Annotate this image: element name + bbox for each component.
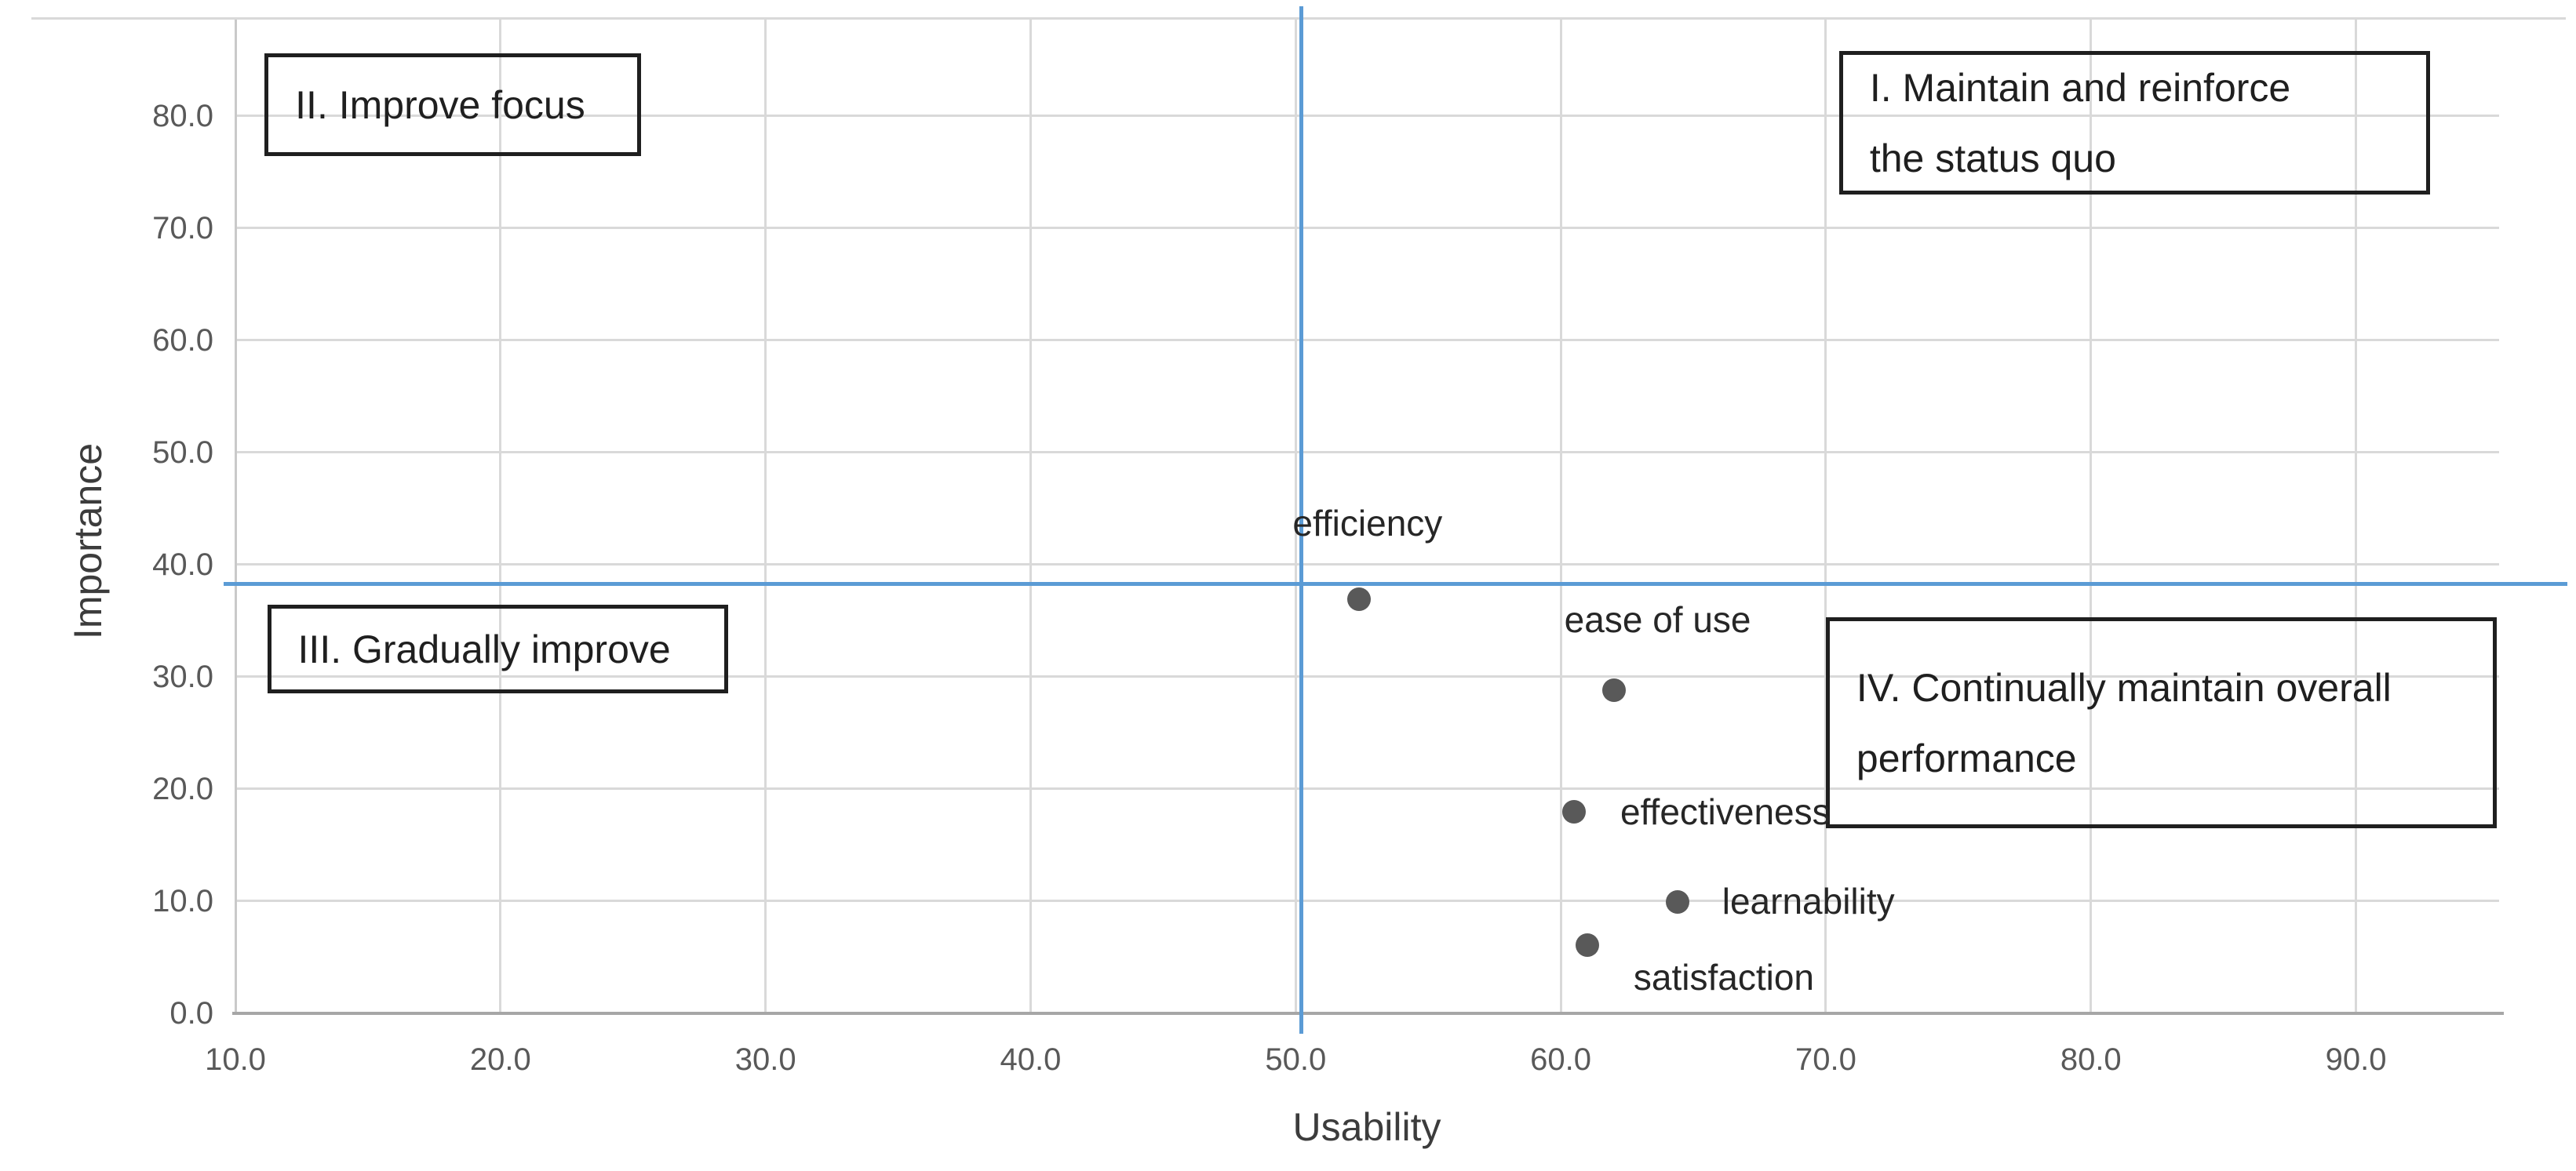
- x-gridline: [764, 20, 767, 1013]
- y-gridline: [235, 900, 2499, 903]
- x-tick-label: 90.0: [2325, 1042, 2387, 1077]
- x-gridline: [1029, 20, 1032, 1013]
- quadrant-box-ii: II. Improve focus: [264, 53, 641, 157]
- y-tick-label: 10.0: [152, 883, 213, 918]
- quadrant-box-i: I. Maintain and reinforce the status quo: [1838, 51, 2431, 195]
- x-tick-label: 80.0: [2060, 1042, 2122, 1077]
- quadrant-box-iii: III. Gradually improve: [267, 605, 729, 694]
- data-point-label: effectiveness: [1620, 791, 1831, 832]
- quadrant-box-label: IV. Continually maintain overall: [1856, 665, 2392, 710]
- x-tick-label: 20.0: [469, 1042, 531, 1077]
- data-point: [1562, 799, 1586, 824]
- quadrant-box-label: the status quo: [1869, 136, 2116, 180]
- x-gridline: [1559, 20, 1562, 1013]
- y-gridline: [235, 339, 2499, 342]
- y-gridline: [235, 787, 2499, 791]
- quadrant-box-label: performance: [1856, 736, 2077, 780]
- y-tick-label: 20.0: [152, 771, 213, 806]
- y-tick-label: 60.0: [152, 322, 213, 358]
- data-point-label: efficiency: [1292, 503, 1443, 544]
- x-gridline: [2090, 20, 2093, 1013]
- y-tick-label: 0.0: [169, 996, 213, 1031]
- crosshair-horizontal-line: [224, 581, 2567, 586]
- data-point-label: satisfaction: [1633, 956, 1815, 998]
- data-point: [1601, 678, 1626, 703]
- y-gridline: [235, 227, 2499, 230]
- y-tick-label: 50.0: [152, 435, 213, 470]
- x-gridline: [499, 20, 502, 1013]
- quadrant-box-label: II. Improve focus: [295, 82, 585, 127]
- y-gridline: [235, 115, 2499, 118]
- x-tick-label: 10.0: [205, 1042, 266, 1077]
- y-gridline: [235, 563, 2499, 566]
- y-tick-label: 80.0: [152, 98, 213, 133]
- x-tick-label: 70.0: [1794, 1042, 1856, 1077]
- quadrant-box-label: I. Maintain and reinforce: [1869, 65, 2291, 110]
- y-gridline: [235, 675, 2499, 678]
- x-gridline: [1824, 20, 1827, 1013]
- x-tick-label: 30.0: [734, 1042, 796, 1077]
- y-axis-line: [234, 20, 237, 1013]
- y-tick-label: 40.0: [152, 547, 213, 582]
- data-point-label: ease of use: [1564, 599, 1751, 641]
- y-axis-title: Importance: [66, 442, 110, 640]
- x-axis-title: Usability: [1292, 1105, 1441, 1149]
- data-point: [1575, 933, 1599, 957]
- data-point: [1665, 890, 1689, 915]
- x-gridline: [2355, 20, 2358, 1013]
- quadrant-box-label: III. Gradually improve: [297, 627, 671, 671]
- crosshair-vertical-line: [1299, 6, 1303, 1034]
- quadrant-box-iv: IV. Continually maintain overall performa…: [1825, 617, 2497, 829]
- y-tick-label: 30.0: [152, 659, 213, 694]
- x-gridline: [1294, 20, 1297, 1013]
- data-point: [1347, 587, 1372, 612]
- x-axis-line: [232, 1012, 2504, 1015]
- chart-top-border: [31, 17, 2566, 20]
- x-tick-label: 50.0: [1265, 1042, 1327, 1077]
- x-tick-label: 60.0: [1530, 1042, 1592, 1077]
- y-gridline: [235, 451, 2499, 454]
- data-point-label: learnability: [1722, 881, 1895, 922]
- y-tick-label: 70.0: [152, 210, 213, 245]
- x-tick-label: 40.0: [1000, 1042, 1062, 1077]
